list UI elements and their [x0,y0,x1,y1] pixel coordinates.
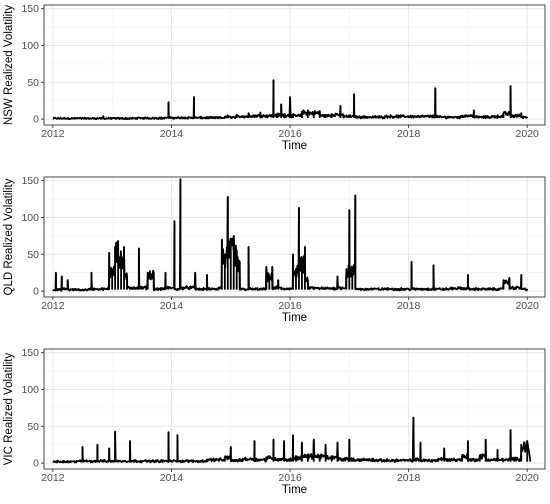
plot-background [44,349,545,469]
x-axis-title: Time [282,140,307,152]
x-tick-label: 2014 [160,128,184,140]
chart-panel-1: 0 50 100 150 2012 2014 2016 2018 2020 Time NSW Rea… [3,3,546,152]
y-tick-label: 100 [21,384,39,396]
y-axis-title: NSW Realized Volatility [3,5,15,125]
x-tick-label: 2016 [278,472,302,484]
y-tick-label: 0 [33,286,39,298]
chart-panel-3: 0 50 100 150 2012 2014 2016 2018 2020 Time VIC Rea… [3,347,546,496]
x-tick-label: 2020 [516,300,540,312]
x-tick-label: 2012 [41,472,65,484]
y-tick-label: 150 [21,175,39,187]
x-tick-label: 2016 [278,300,302,312]
x-tick-label: 2018 [397,472,421,484]
x-tick-label: 2020 [516,128,540,140]
series-line [52,416,532,464]
x-tick-label: 2012 [41,128,65,140]
panel-border [43,176,546,298]
x-tick-label: 2012 [41,300,65,312]
x-tick-label: 2016 [278,128,302,140]
x-tick-label: 2018 [397,128,421,140]
y-axis-title: VIC Realized Volatility [3,353,15,466]
plot-background [44,177,545,297]
y-tick-label: 50 [27,77,39,89]
panel-border [43,348,546,470]
y-tick-label: 150 [21,347,39,359]
y-tick-label: 100 [21,40,39,52]
y-tick-label: 50 [27,249,39,261]
y-tick-label: 150 [21,3,39,15]
x-tick-label: 2014 [160,300,184,312]
x-axis-title: Time [282,312,307,324]
y-tick-label: 0 [33,114,39,126]
chart-panel-2: 0 50 100 150 2012 2014 2016 2018 2020 Time QLD Rea… [3,175,546,324]
plot-background [44,5,545,125]
x-tick-label: 2018 [397,300,421,312]
y-tick-label: 100 [21,212,39,224]
x-tick-label: 2020 [516,472,540,484]
y-tick-label: 50 [27,421,39,433]
y-axis-title: QLD Realized Volatility [3,178,15,295]
panel-border [43,4,546,126]
x-axis-title: Time [282,484,307,496]
x-tick-label: 2014 [160,472,184,484]
y-tick-label: 0 [33,458,39,470]
